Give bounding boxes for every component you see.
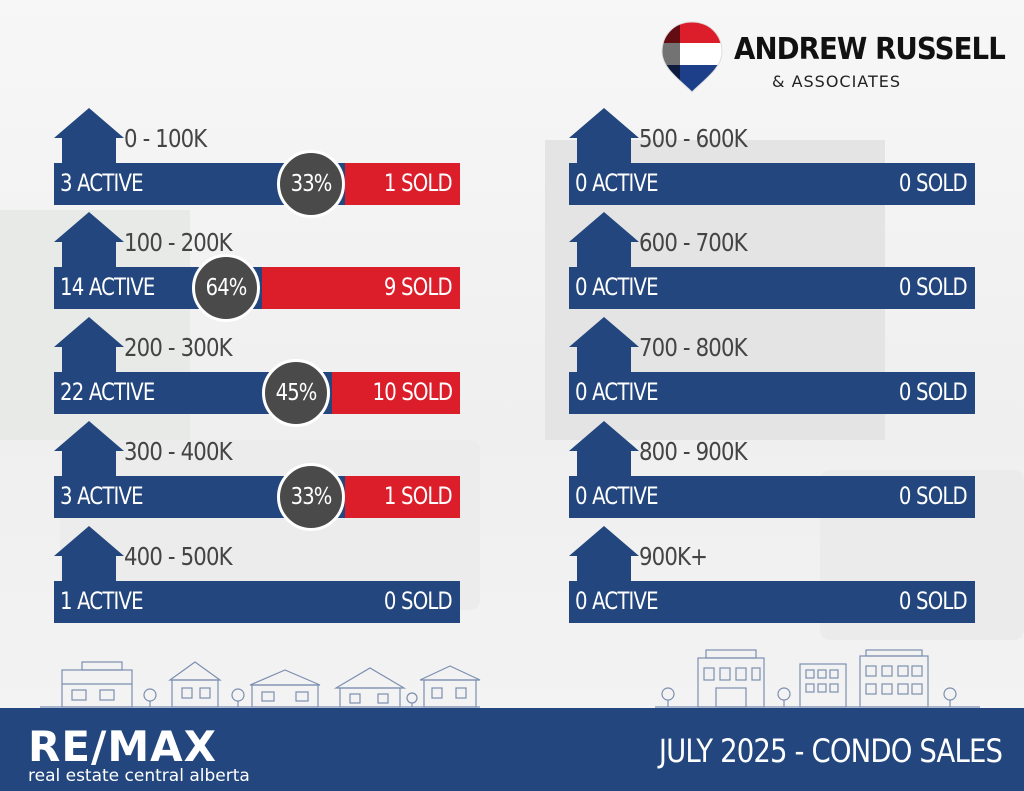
sold-segment <box>345 163 460 205</box>
sell-through-percent: 64% <box>205 275 248 301</box>
price-range-label: 300 - 400K <box>124 437 233 466</box>
sold-count: 0 SOLD <box>899 169 968 197</box>
price-row-200-300k: 200 - 300K 22 ACTIVE 10 SOLD 45% <box>54 317 460 427</box>
active-count: 0 ACTIVE <box>575 169 659 197</box>
sold-count: 0 SOLD <box>899 482 968 510</box>
sold-count: 1 SOLD <box>384 482 453 510</box>
price-row-100-200k: 100 - 200K 14 ACTIVE 9 SOLD 64% <box>54 212 460 322</box>
house-icon <box>54 421 124 477</box>
house-icon <box>54 212 124 268</box>
sold-segment <box>345 476 460 518</box>
price-row-600-700k: 600 - 700K 0 ACTIVE 0 SOLD <box>569 212 975 312</box>
active-count: 3 ACTIVE <box>60 169 144 197</box>
brand-name: ANDREW RUSSELL <box>734 32 1006 67</box>
neighborhood-skyline-icon <box>40 649 980 708</box>
sold-count: 0 SOLD <box>899 378 968 406</box>
sold-count: 0 SOLD <box>899 273 968 301</box>
sales-bar: 22 ACTIVE 10 SOLD 45% <box>54 359 460 427</box>
sell-through-badge: 33% <box>277 463 345 531</box>
house-icon <box>569 317 639 373</box>
price-row-800-900k: 800 - 900K 0 ACTIVE 0 SOLD <box>569 421 975 521</box>
price-range-label: 900K+ <box>639 542 708 571</box>
sold-count: 1 SOLD <box>384 169 453 197</box>
sell-through-percent: 45% <box>275 380 318 406</box>
sales-bar: 0 ACTIVE 0 SOLD <box>569 372 975 414</box>
sold-segment <box>332 372 460 414</box>
sales-bar: 1 ACTIVE 0 SOLD <box>54 581 460 623</box>
price-range-label: 400 - 500K <box>124 542 233 571</box>
report-title: JULY 2025 - CONDO SALES <box>658 732 1003 770</box>
active-count: 3 ACTIVE <box>60 482 144 510</box>
sales-bar: 0 ACTIVE 0 SOLD <box>569 267 975 309</box>
active-count: 22 ACTIVE <box>60 378 155 406</box>
sell-through-badge: 33% <box>277 150 345 218</box>
house-icon <box>569 108 639 164</box>
sell-through-badge: 45% <box>262 359 330 427</box>
sales-bar: 3 ACTIVE 1 SOLD 33% <box>54 150 460 218</box>
price-row-500-600k: 500 - 600K 0 ACTIVE 0 SOLD <box>569 108 975 208</box>
sold-segment <box>262 267 460 309</box>
price-row-0-100k: 0 - 100K 3 ACTIVE 1 SOLD 33% <box>54 108 460 218</box>
price-row-700-800k: 700 - 800K 0 ACTIVE 0 SOLD <box>569 317 975 417</box>
brand-subtitle: & ASSOCIATES <box>772 72 902 91</box>
house-icon <box>569 212 639 268</box>
house-icon <box>569 526 639 582</box>
active-count: 0 ACTIVE <box>575 273 659 301</box>
sold-count: 10 SOLD <box>372 378 452 406</box>
price-range-label: 500 - 600K <box>639 124 748 153</box>
sell-through-percent: 33% <box>290 484 333 510</box>
remax-tagline: real estate central alberta <box>28 766 250 786</box>
sales-bar: 3 ACTIVE 1 SOLD 33% <box>54 463 460 531</box>
active-count: 0 ACTIVE <box>575 482 659 510</box>
price-row-300-400k: 300 - 400K 3 ACTIVE 1 SOLD 33% <box>54 421 460 531</box>
house-icon <box>569 421 639 477</box>
price-range-label: 800 - 900K <box>639 437 748 466</box>
price-range-label: 100 - 200K <box>124 228 233 257</box>
price-row-900k-plus: 900K+ 0 ACTIVE 0 SOLD <box>569 526 975 626</box>
price-range-label: 0 - 100K <box>124 124 207 153</box>
house-icon <box>54 317 124 373</box>
brand-logo: ANDREW RUSSELL & ASSOCIATES <box>660 20 1006 100</box>
sell-through-percent: 33% <box>290 171 333 197</box>
active-count: 0 ACTIVE <box>575 378 659 406</box>
active-count: 14 ACTIVE <box>60 273 155 301</box>
remax-logo: RE/MAX <box>28 722 218 771</box>
sold-count: 0 SOLD <box>384 587 453 615</box>
sales-bar: 14 ACTIVE 9 SOLD 64% <box>54 254 460 322</box>
footer-bar: RE/MAX real estate central alberta JULY … <box>0 708 1024 791</box>
sold-count: 9 SOLD <box>384 273 453 301</box>
price-range-label: 600 - 700K <box>639 228 748 257</box>
sales-bar: 0 ACTIVE 0 SOLD <box>569 581 975 623</box>
house-icon <box>54 108 124 164</box>
sold-count: 0 SOLD <box>899 587 968 615</box>
active-count: 0 ACTIVE <box>575 587 659 615</box>
price-range-label: 700 - 800K <box>639 333 748 362</box>
sales-bar: 0 ACTIVE 0 SOLD <box>569 163 975 205</box>
house-icon <box>54 526 124 582</box>
hot-air-balloon-icon <box>661 21 723 93</box>
sales-bar: 0 ACTIVE 0 SOLD <box>569 476 975 518</box>
price-range-label: 200 - 300K <box>124 333 233 362</box>
price-row-400-500k: 400 - 500K 1 ACTIVE 0 SOLD <box>54 526 460 626</box>
active-count: 1 ACTIVE <box>60 587 144 615</box>
sell-through-badge: 64% <box>192 254 260 322</box>
